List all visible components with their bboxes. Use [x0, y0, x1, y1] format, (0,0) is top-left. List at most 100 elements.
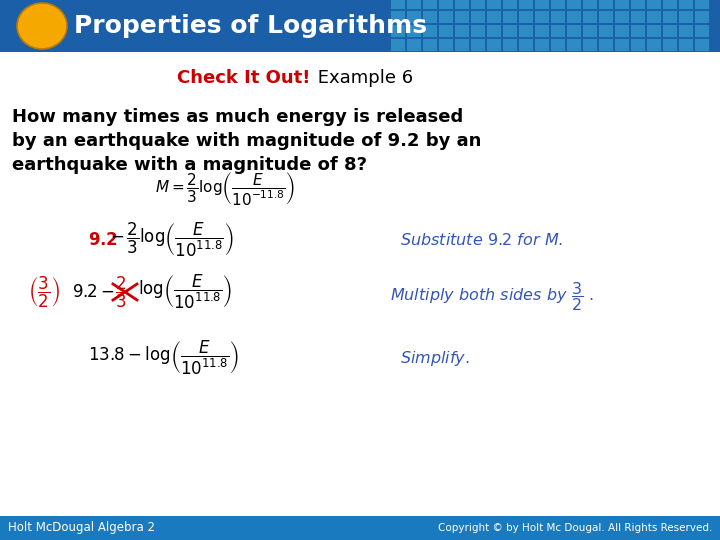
Bar — [630, 0, 645, 9]
Bar — [646, 38, 661, 51]
Bar — [406, 10, 421, 23]
Bar — [662, 38, 677, 51]
Bar — [406, 24, 421, 37]
Bar — [614, 10, 629, 23]
Bar — [534, 10, 549, 23]
Text: $\dfrac{2}{3}$: $\dfrac{2}{3}$ — [115, 274, 127, 309]
Text: Properties of Logarithms: Properties of Logarithms — [74, 14, 427, 38]
Bar — [390, 10, 405, 23]
Bar — [662, 0, 677, 9]
Bar — [614, 0, 629, 9]
Bar — [630, 10, 645, 23]
Bar — [566, 0, 581, 9]
Bar — [566, 38, 581, 51]
Bar — [598, 38, 613, 51]
Bar — [534, 24, 549, 37]
Text: Copyright © by Holt Mc Dougal. All Rights Reserved.: Copyright © by Holt Mc Dougal. All Right… — [438, 523, 712, 533]
Bar — [614, 38, 629, 51]
Bar — [598, 24, 613, 37]
Bar — [438, 0, 453, 9]
Bar — [678, 10, 693, 23]
Bar — [502, 0, 517, 9]
Bar — [502, 38, 517, 51]
Bar — [550, 38, 565, 51]
Text: How many times as much energy is released: How many times as much energy is release… — [12, 108, 463, 126]
Bar — [582, 38, 597, 51]
Text: Example 6: Example 6 — [312, 69, 413, 87]
Text: $\mathbf{9.2}$: $\mathbf{9.2}$ — [88, 231, 117, 249]
Bar — [390, 0, 405, 9]
Ellipse shape — [17, 3, 67, 49]
Bar — [550, 24, 565, 37]
Bar — [502, 24, 517, 37]
Bar — [0, 0, 720, 52]
Text: $\left(\dfrac{3}{2}\right)$: $\left(\dfrac{3}{2}\right)$ — [28, 274, 60, 309]
Bar — [646, 24, 661, 37]
Bar — [662, 24, 677, 37]
Bar — [486, 0, 501, 9]
Bar — [630, 38, 645, 51]
Bar — [646, 0, 661, 9]
Bar — [518, 24, 533, 37]
Bar — [694, 0, 709, 9]
Bar — [582, 0, 597, 9]
Text: $\mathit{Multiply\ both\ sides\ by}\ \dfrac{3}{2}\ .$: $\mathit{Multiply\ both\ sides\ by}\ \df… — [390, 280, 594, 314]
Bar — [438, 24, 453, 37]
Bar — [694, 38, 709, 51]
Text: $\mathit{Simplify.}$: $\mathit{Simplify.}$ — [400, 348, 469, 368]
Bar — [486, 10, 501, 23]
Bar — [438, 38, 453, 51]
Bar — [662, 10, 677, 23]
Text: $M = \dfrac{2}{3}\log\!\left(\dfrac{E}{10^{-11.8}}\right)$: $M = \dfrac{2}{3}\log\!\left(\dfrac{E}{1… — [155, 170, 295, 206]
Bar — [454, 38, 469, 51]
Bar — [422, 38, 437, 51]
Bar — [470, 24, 485, 37]
Text: earthquake with a magnitude of 8?: earthquake with a magnitude of 8? — [12, 156, 367, 174]
Bar — [518, 0, 533, 9]
Bar — [550, 0, 565, 9]
Bar — [614, 24, 629, 37]
Text: $-\,\dfrac{2}{3}\log\!\left(\dfrac{E}{10^{11.8}}\right)$: $-\,\dfrac{2}{3}\log\!\left(\dfrac{E}{10… — [110, 221, 233, 259]
Bar — [566, 24, 581, 37]
Bar — [598, 10, 613, 23]
Bar — [678, 38, 693, 51]
Bar — [470, 38, 485, 51]
Bar — [678, 24, 693, 37]
Bar — [566, 10, 581, 23]
Bar — [422, 24, 437, 37]
Text: $\mathit{Substitute\ 9.2\ for\ M.}$: $\mathit{Substitute\ 9.2\ for\ M.}$ — [400, 232, 563, 248]
Text: Holt McDougal Algebra 2: Holt McDougal Algebra 2 — [8, 522, 155, 535]
Bar — [598, 0, 613, 9]
Bar — [390, 38, 405, 51]
Bar — [390, 24, 405, 37]
Bar — [678, 0, 693, 9]
Bar — [454, 24, 469, 37]
Bar — [486, 24, 501, 37]
Bar — [454, 0, 469, 9]
Text: $\log\!\left(\dfrac{E}{10^{11.8}}\right)$: $\log\!\left(\dfrac{E}{10^{11.8}}\right)… — [138, 273, 233, 311]
Bar — [550, 10, 565, 23]
Bar — [406, 38, 421, 51]
Bar — [694, 24, 709, 37]
Bar — [470, 0, 485, 9]
Bar — [646, 10, 661, 23]
Bar — [454, 10, 469, 23]
Bar — [422, 0, 437, 9]
Text: Check It Out!: Check It Out! — [176, 69, 310, 87]
Bar — [534, 0, 549, 9]
Bar — [630, 24, 645, 37]
Bar — [438, 10, 453, 23]
Bar — [486, 38, 501, 51]
Text: $9.2 -$: $9.2 -$ — [72, 283, 115, 301]
Bar — [534, 38, 549, 51]
Bar — [422, 10, 437, 23]
Text: $13.8 - \log\!\left(\dfrac{E}{10^{11.8}}\right)$: $13.8 - \log\!\left(\dfrac{E}{10^{11.8}}… — [88, 339, 239, 377]
Bar — [502, 10, 517, 23]
Text: by an earthquake with magnitude of 9.2 by an: by an earthquake with magnitude of 9.2 b… — [12, 132, 482, 150]
Bar — [518, 10, 533, 23]
Bar — [582, 24, 597, 37]
Bar — [694, 10, 709, 23]
Bar — [470, 10, 485, 23]
Bar — [406, 0, 421, 9]
Bar — [518, 38, 533, 51]
